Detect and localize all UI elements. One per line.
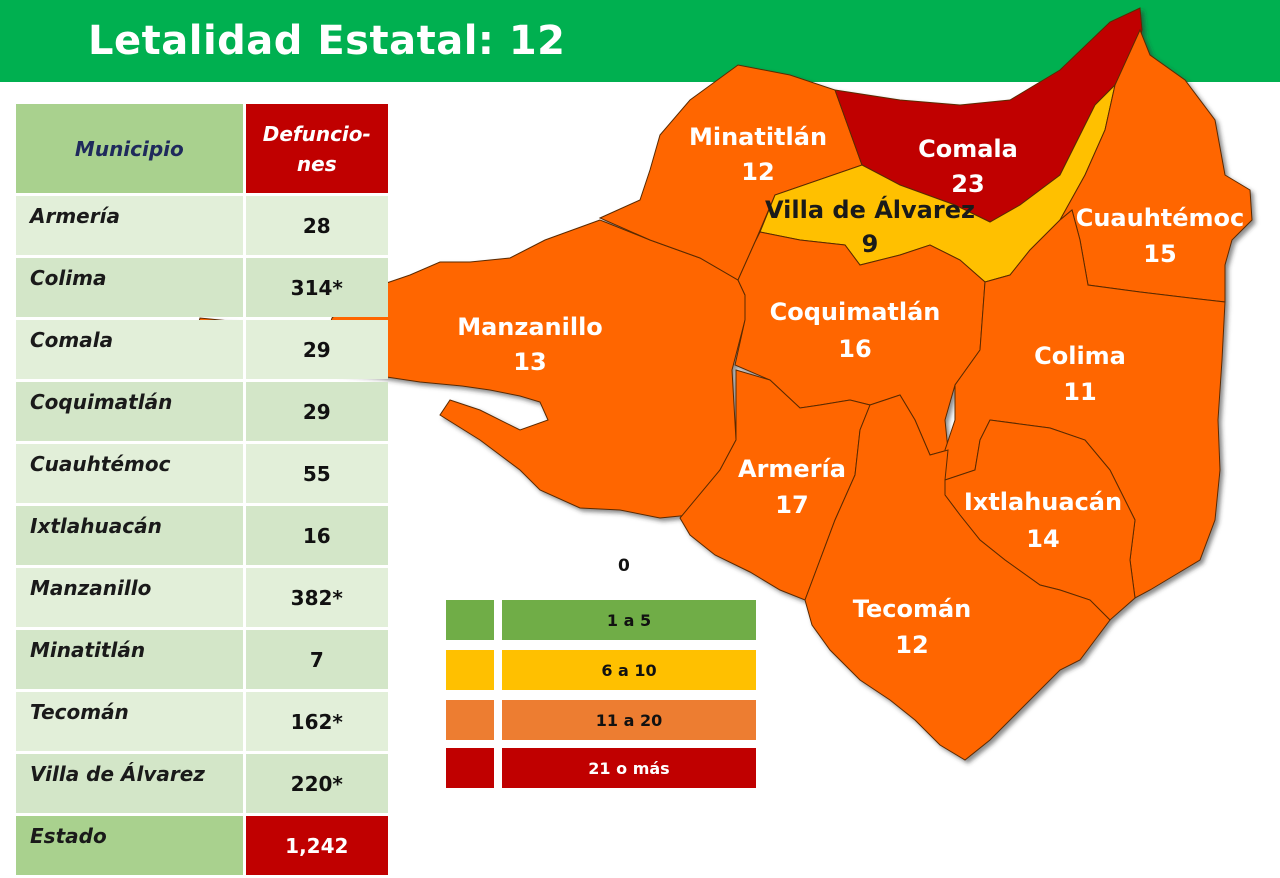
cell-defunciones: 55 [245, 444, 388, 503]
cell-municipio: Cuauhtémoc [16, 444, 243, 503]
region-label-tecoman: Tecomán [853, 595, 971, 623]
cell-municipio: Ixtlahuacán [16, 506, 243, 565]
legend-label: 1 a 5 [502, 600, 756, 640]
legend-label: 11 a 20 [502, 700, 756, 740]
table-row: Villa de Álvarez 220* [16, 754, 388, 813]
cell-municipio: Coquimatlán [16, 382, 243, 441]
total-value: 1,242 [245, 816, 388, 875]
cell-defunciones: 29 [245, 382, 388, 441]
region-label-cuauhtemoc: Cuauhtémoc [1076, 204, 1245, 232]
cell-municipio: Tecomán [16, 692, 243, 751]
deaths-table: Municipio Defuncio- nes Armería 28 Colim… [16, 101, 388, 878]
legend-swatch [446, 748, 494, 788]
region-value-minatitlan: 12 [741, 158, 774, 186]
header-defunciones-text: Defuncio- nes [262, 121, 371, 176]
region-label-manzanillo: Manzanillo [457, 313, 603, 341]
cell-defunciones: 16 [245, 506, 388, 565]
legend-item: 21 o más [446, 748, 756, 788]
region-label-colima: Colima [1034, 342, 1126, 370]
region-value-armeria: 17 [775, 491, 808, 519]
legend-swatch [446, 600, 494, 640]
legend-swatch [446, 650, 494, 690]
table-row: Cuauhtémoc 55 [16, 444, 388, 503]
table-row: Minatitlán 7 [16, 630, 388, 689]
cell-municipio: Manzanillo [16, 568, 243, 627]
region-label-minatitlan: Minatitlán [689, 123, 827, 151]
cell-defunciones: 7 [245, 630, 388, 689]
table-row: Coquimatlán 29 [16, 382, 388, 441]
region-label-coquimatlan: Coquimatlán [770, 298, 941, 326]
table-row: Tecomán 162* [16, 692, 388, 751]
legend-label: 21 o más [502, 748, 756, 788]
cell-defunciones: 28 [245, 196, 388, 255]
cell-defunciones: 314* [245, 258, 388, 317]
region-labels: Minatitlán 12 Comala 23 Villa de Álvarez… [457, 123, 1244, 659]
cell-defunciones: 220* [245, 754, 388, 813]
table-row: Manzanillo 382* [16, 568, 388, 627]
total-label: Estado [16, 816, 243, 875]
region-value-ixtlahuacan: 14 [1026, 525, 1059, 553]
page-title: Letalidad Estatal: 12 [88, 18, 566, 64]
table-row: Ixtlahuacán 16 [16, 506, 388, 565]
legend-item: 1 a 5 [446, 600, 756, 640]
header-municipio: Municipio [16, 104, 243, 193]
legend-item: 11 a 20 [446, 700, 756, 740]
cell-municipio: Colima [16, 258, 243, 317]
legend-label: 6 a 10 [502, 650, 756, 690]
region-value-comala: 23 [951, 170, 984, 198]
table-total-row: Estado 1,242 [16, 816, 388, 875]
table-row: Colima 314* [16, 258, 388, 317]
region-value-colima: 11 [1063, 378, 1096, 406]
region-value-cuauhtemoc: 15 [1143, 240, 1176, 268]
cell-municipio: Villa de Álvarez [16, 754, 243, 813]
cell-municipio: Minatitlán [16, 630, 243, 689]
region-value-manzanillo: 13 [513, 348, 546, 376]
header-defunciones: Defuncio- nes [245, 104, 388, 193]
legend-item: 6 a 10 [446, 650, 756, 690]
cell-defunciones: 29 [245, 320, 388, 379]
region-label-comala: Comala [918, 135, 1018, 163]
cell-municipio: Armería [16, 196, 243, 255]
cell-defunciones: 162* [245, 692, 388, 751]
header-bar: Letalidad Estatal: 12 [0, 0, 1280, 82]
region-label-ixtlahuacan: Ixtlahuacán [964, 488, 1122, 516]
region-value-villa-de-alvarez: 9 [862, 230, 879, 258]
table-row: Comala 29 [16, 320, 388, 379]
region-label-villa-de-alvarez: Villa de Álvarez [765, 195, 975, 224]
region-label-armeria: Armería [738, 455, 846, 483]
legend-zero-label: 0 [618, 556, 630, 576]
region-value-coquimatlan: 16 [838, 335, 871, 363]
cell-defunciones: 382* [245, 568, 388, 627]
region-value-tecoman: 12 [895, 631, 928, 659]
table-row: Armería 28 [16, 196, 388, 255]
table-header-row: Municipio Defuncio- nes [16, 104, 388, 193]
colima-map: Minatitlán 12 Comala 23 Villa de Álvarez… [195, 7, 1253, 761]
region-tecoman[interactable] [804, 394, 1111, 761]
legend-swatch [446, 700, 494, 740]
cell-municipio: Comala [16, 320, 243, 379]
